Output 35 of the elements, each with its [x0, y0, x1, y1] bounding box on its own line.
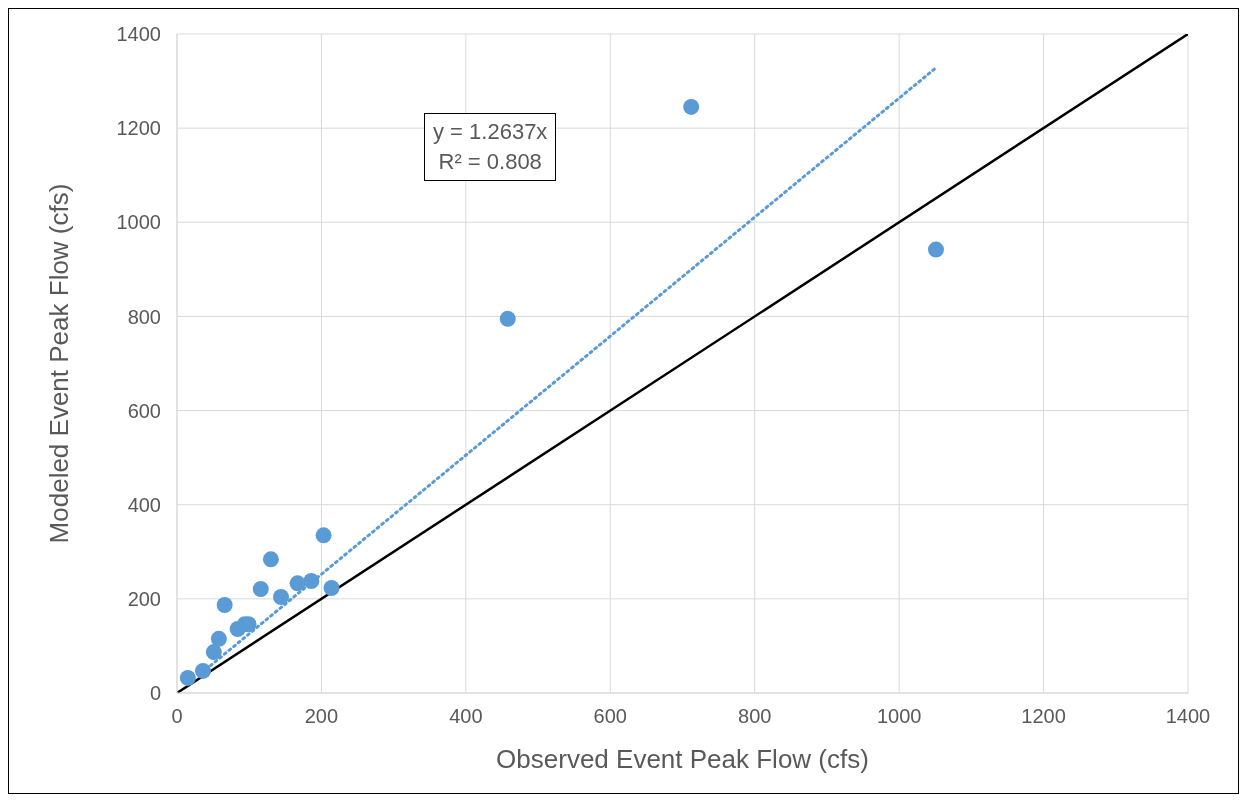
annotation: y = 1.2637x [433, 118, 548, 146]
point [216, 596, 233, 613]
x-tick-label: 1200 [1021, 705, 1066, 728]
y-tick-label: 200 [127, 587, 161, 610]
point [499, 310, 516, 327]
y-axis-title: Modeled Event Peak Flow (cfs) [44, 183, 75, 544]
x-tick-label: 600 [593, 705, 627, 728]
point [205, 644, 222, 661]
point [683, 98, 700, 115]
x-tick-label: 200 [304, 705, 339, 728]
x-axis-title: Observed Event Peak Flow (cfs) [496, 744, 869, 774]
y-tick-label: 800 [127, 305, 161, 328]
y-tick-label: 1000 [116, 211, 161, 234]
x-tick-label: 0 [171, 705, 183, 728]
point [303, 572, 320, 589]
point [262, 551, 279, 568]
x-tick-label: 1000 [876, 705, 922, 728]
point [252, 580, 269, 597]
point [179, 669, 196, 686]
y-tick-label: 1200 [116, 117, 161, 140]
y-tick-label: 1400 [116, 23, 161, 46]
point [195, 662, 211, 679]
x-tick-label: 800 [738, 705, 772, 728]
annotation: R² = 0.808 [437, 148, 543, 176]
point [927, 241, 944, 258]
point [289, 575, 306, 592]
y-tick-label: 0 [149, 682, 161, 705]
point [323, 580, 340, 597]
y-tick-label: 400 [127, 493, 161, 516]
y-tick-label: 600 [127, 399, 161, 422]
point [272, 588, 289, 605]
point [315, 527, 332, 544]
x-tick-label: 1400 [1165, 705, 1211, 728]
x-tick-label: 400 [449, 705, 483, 728]
point [210, 630, 227, 647]
